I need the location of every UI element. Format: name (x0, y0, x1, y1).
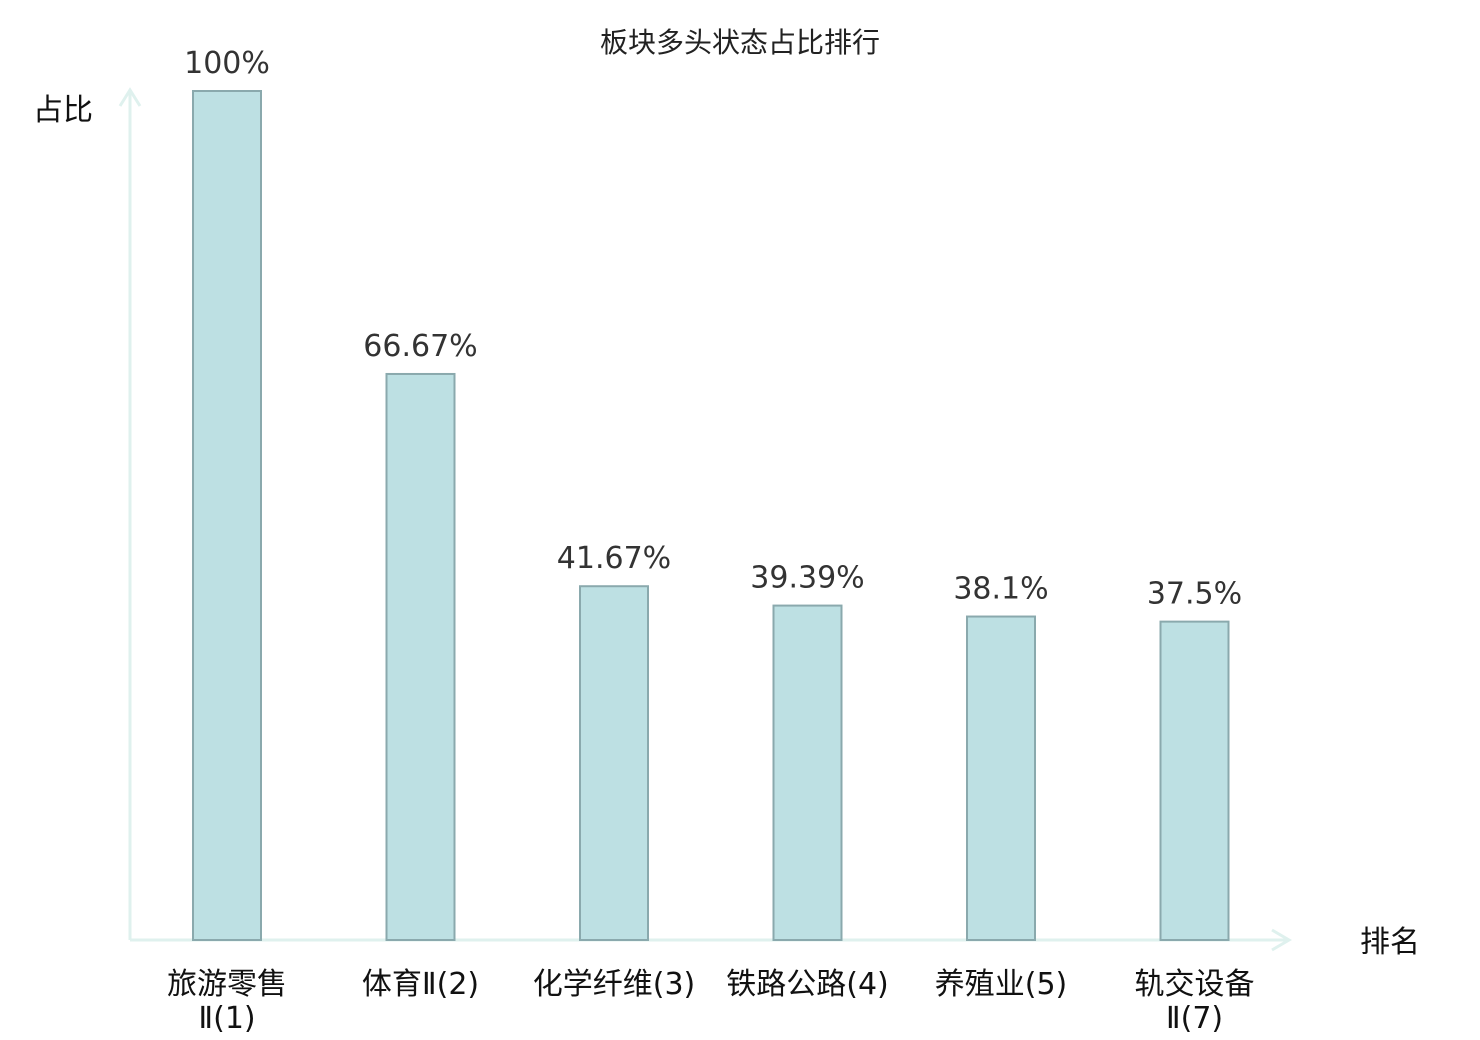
value-label-5: 38.1% (953, 572, 1048, 607)
bar-6 (1159, 620, 1230, 941)
category-label-1-line-2: Ⅱ(1) (198, 1001, 255, 1036)
category-label-6-line-2: Ⅱ(7) (1166, 1001, 1223, 1036)
value-label-2: 66.67% (363, 329, 477, 364)
value-label-3: 41.67% (557, 541, 671, 576)
bar-1 (192, 90, 262, 941)
bar-4 (772, 604, 843, 942)
x-axis-arrow (1271, 928, 1292, 952)
bar-3 (579, 585, 649, 941)
category-label-3: 化学纤维(3) (533, 967, 696, 1002)
category-label-4: 铁路公路(4) (726, 967, 889, 1002)
category-label-2: 体育Ⅱ(2) (362, 967, 479, 1002)
bar-2 (385, 372, 456, 942)
value-label-4: 39.39% (750, 561, 864, 596)
chart-title: 板块多头状态占比排行 (600, 26, 880, 59)
bar-5 (966, 615, 1036, 941)
value-label-1: 100% (184, 46, 270, 81)
y-axis-label: 占比 (33, 93, 93, 128)
x-axis-label: 排名 (1360, 925, 1420, 960)
value-label-6: 37.5% (1147, 577, 1242, 612)
y-axis-arrow (118, 87, 142, 107)
category-label-1-line-1: 旅游零售 (167, 967, 287, 1002)
category-label-5: 养殖业(5) (935, 967, 1068, 1002)
category-label-6-line-1: 轨交设备 (1135, 967, 1255, 1002)
